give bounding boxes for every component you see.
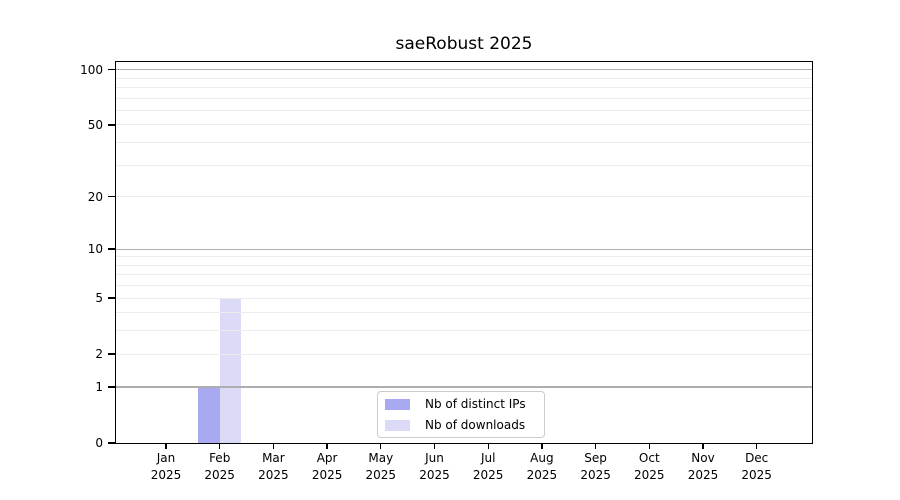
legend-label-nb-of-distinct-ips: Nb of distinct IPs bbox=[425, 396, 526, 411]
gridline-minor-40 bbox=[116, 142, 812, 144]
x-tick-mark-aug-2025 bbox=[541, 443, 543, 449]
x-tick-month-dec: Dec bbox=[745, 451, 769, 465]
gridline-minor-30 bbox=[116, 164, 812, 166]
legend-label-nb-of-downloads: Nb of downloads bbox=[425, 417, 526, 432]
x-tick-mark-sep-2025 bbox=[594, 443, 597, 449]
x-tick-year-jun-2025: 2025 bbox=[419, 467, 450, 482]
x-tick-month-sep: Sep bbox=[584, 451, 607, 465]
x-tick-label-dec-2025: Dec 2025 bbox=[729, 450, 785, 483]
x-tick-month-nov: Nov bbox=[691, 451, 715, 465]
x-tick-mark-nov-2025 bbox=[702, 443, 704, 449]
x-tick-year-feb-2025: 2025 bbox=[204, 467, 235, 482]
x-tick-year-jan-2025: 2025 bbox=[150, 467, 182, 482]
gridline-minor-20 bbox=[116, 196, 812, 198]
y-tick-mark-2 bbox=[108, 353, 116, 355]
gridline-minor-50 bbox=[116, 124, 812, 126]
x-tick-month-jul: Jul bbox=[480, 451, 496, 465]
x-tick-mark-oct-2025 bbox=[648, 443, 650, 449]
y-axis-tick-labels: 0 1 2 5 10 20 50 100 bbox=[0, 62, 103, 450]
gridline-major-1 bbox=[116, 386, 812, 388]
gridline-minor-8 bbox=[116, 264, 812, 266]
y-tick-label-2: 2 bbox=[95, 347, 103, 362]
legend-item-nb-of-distinct-ips: Nb of distinct IPs bbox=[385, 396, 544, 411]
x-tick-label-apr-2025: Apr 2025 bbox=[299, 450, 355, 483]
x-tick-year-sep-2025: 2025 bbox=[580, 467, 611, 482]
y-tick-label-1: 1 bbox=[95, 379, 103, 394]
gridline-major-100 bbox=[116, 69, 812, 71]
legend-item-nb-of-downloads: Nb of downloads bbox=[385, 417, 544, 432]
x-tick-month-may: May bbox=[368, 451, 394, 465]
gridline-minor-2 bbox=[116, 353, 812, 355]
x-tick-year-oct-2025: 2025 bbox=[634, 467, 665, 482]
gridline-minor-80 bbox=[116, 86, 812, 88]
x-tick-month-mar: Mar bbox=[262, 451, 285, 465]
x-tick-year-nov-2025: 2025 bbox=[687, 467, 719, 482]
x-tick-year-jul-2025: 2025 bbox=[472, 467, 504, 482]
x-tick-year-apr-2025: 2025 bbox=[311, 467, 343, 482]
legend-swatch-nb-of-downloads bbox=[385, 419, 410, 431]
x-tick-month-jan: Jan bbox=[156, 451, 176, 465]
x-tick-year-aug-2025: 2025 bbox=[526, 467, 558, 482]
x-tick-mark-mar-2025 bbox=[272, 443, 275, 449]
y-tick-mark-1 bbox=[108, 386, 116, 388]
gridline-minor-9 bbox=[116, 256, 812, 258]
x-tick-mark-may-2025 bbox=[380, 443, 382, 449]
x-tick-label-oct-2025: Oct 2025 bbox=[621, 450, 677, 483]
gridline-minor-6 bbox=[116, 285, 812, 287]
y-tick-mark-5 bbox=[108, 297, 116, 299]
x-tick-mark-dec-2025 bbox=[756, 443, 758, 449]
y-tick-label-10: 10 bbox=[87, 242, 103, 256]
y-tick-mark-100 bbox=[108, 68, 116, 71]
x-tick-year-dec-2025: 2025 bbox=[741, 467, 772, 482]
y-axis-tick-marks bbox=[108, 62, 116, 444]
gridline-minor-5 bbox=[116, 297, 812, 299]
bar-nb-of-distinct-ips-feb-2025 bbox=[198, 386, 220, 443]
x-tick-year-mar-2025: 2025 bbox=[258, 467, 289, 482]
x-tick-label-jan-2025: Jan 2025 bbox=[138, 450, 194, 483]
x-tick-label-nov-2025: Nov 2025 bbox=[675, 450, 731, 483]
x-tick-month-oct: Oct bbox=[638, 451, 660, 465]
gridline-minor-4 bbox=[116, 312, 812, 314]
plot-area bbox=[116, 62, 812, 443]
gridline-minor-7 bbox=[116, 274, 812, 276]
x-tick-mark-feb-2025 bbox=[219, 443, 221, 449]
bar-nb-of-downloads-feb-2025 bbox=[219, 298, 242, 443]
gridline-minor-70 bbox=[116, 97, 812, 99]
legend-swatch-nb-of-distinct-ips bbox=[385, 398, 410, 410]
x-tick-label-may-2025: May 2025 bbox=[353, 450, 409, 483]
x-tick-year-may-2025: 2025 bbox=[365, 467, 397, 482]
gridline-minor-60 bbox=[116, 109, 812, 111]
y-tick-label-0: 0 bbox=[95, 436, 103, 450]
x-tick-label-sep-2025: Sep 2025 bbox=[568, 450, 624, 483]
y-tick-label-20: 20 bbox=[87, 189, 103, 204]
x-tick-month-aug: Aug bbox=[530, 451, 554, 465]
x-tick-month-jun: Jun bbox=[425, 451, 444, 465]
x-tick-month-feb: Feb bbox=[209, 451, 231, 465]
y-tick-mark-10 bbox=[108, 248, 116, 250]
y-tick-mark-0 bbox=[108, 442, 116, 444]
x-tick-mark-jul-2025 bbox=[487, 443, 489, 449]
x-tick-label-feb-2025: Feb 2025 bbox=[192, 450, 248, 483]
gridline-minor-90 bbox=[116, 77, 812, 79]
x-tick-mark-jun-2025 bbox=[433, 443, 436, 449]
y-tick-label-50: 50 bbox=[87, 117, 103, 132]
x-tick-month-apr: Apr bbox=[316, 451, 338, 465]
x-tick-label-aug-2025: Aug 2025 bbox=[514, 450, 570, 483]
gridline-minor-3 bbox=[116, 330, 812, 332]
x-tick-label-jun-2025: Jun 2025 bbox=[407, 450, 463, 483]
legend: Nb of distinct IPs Nb of downloads bbox=[377, 391, 545, 438]
gridline-major-10 bbox=[116, 248, 812, 250]
y-tick-label-100: 100 bbox=[80, 62, 103, 77]
x-axis-tick-marks bbox=[116, 443, 812, 450]
x-tick-label-mar-2025: Mar 2025 bbox=[245, 450, 301, 483]
x-tick-mark-jan-2025 bbox=[165, 443, 167, 449]
y-tick-mark-50 bbox=[108, 124, 116, 126]
y-tick-mark-20 bbox=[108, 195, 116, 198]
x-axis-tick-labels: Jan 2025 Feb 2025 Mar 2025 Apr 2025 May 2025 Jun 20… bbox=[116, 450, 812, 490]
chart-title: saeRobust 2025 bbox=[395, 34, 533, 54]
y-tick-label-5: 5 bbox=[95, 291, 103, 306]
x-tick-mark-apr-2025 bbox=[326, 443, 328, 449]
x-tick-label-jul-2025: Jul 2025 bbox=[460, 450, 516, 483]
